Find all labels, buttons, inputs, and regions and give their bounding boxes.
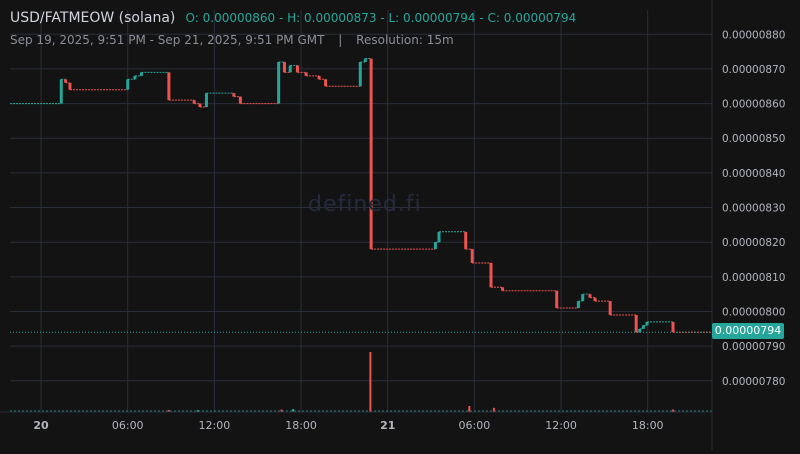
x-tick-label: 06:00 [459, 419, 491, 432]
candle-body [489, 262, 493, 288]
candle-body [634, 314, 638, 333]
candles [10, 58, 712, 333]
candle-body [192, 100, 196, 104]
candle-body [645, 321, 649, 326]
candle-body [588, 294, 592, 298]
x-tick-label: 18:00 [285, 419, 317, 432]
candle-body [576, 301, 580, 309]
candle-body [671, 321, 675, 333]
y-tick-label: 0.00000870 [722, 64, 785, 76]
candle-body [282, 61, 286, 73]
candle-body [288, 65, 292, 73]
y-tick-label: 0.00000840 [722, 168, 785, 180]
candle-body [198, 103, 202, 108]
candle-body [317, 75, 321, 80]
candle-body [581, 294, 585, 302]
candle-body [133, 75, 137, 80]
y-tick-label: 0.00000880 [722, 29, 785, 41]
last-price-tag: 0.00000794 [712, 323, 784, 339]
candle-body [641, 325, 645, 329]
volume-bar [468, 406, 471, 412]
candle-body [555, 290, 559, 309]
candle-body [593, 297, 597, 302]
y-tick-label: 0.00000860 [722, 99, 785, 111]
pair-title: USD/FATMEOW (solana) [10, 10, 176, 26]
separator: | [338, 33, 343, 47]
volume-bar [369, 352, 372, 412]
y-tick-label: 0.00000810 [722, 272, 785, 284]
candle-body [470, 249, 474, 263]
candle-body [238, 96, 242, 104]
candle-body [64, 79, 68, 83]
x-tick-label: 18:00 [632, 419, 664, 432]
y-tick-label: 0.00000820 [722, 237, 785, 249]
y-tick-label: 0.00000780 [722, 376, 785, 388]
x-tick-label: 21 [380, 419, 395, 432]
y-tick-label: 0.00000850 [722, 133, 785, 145]
volume-bar [196, 410, 199, 412]
y-tick-label: 0.00000830 [722, 203, 785, 215]
candle-body [501, 287, 505, 291]
candle-body [324, 79, 328, 87]
y-tick-label: 0.00000790 [722, 341, 785, 353]
candle-body [68, 82, 72, 90]
candle-body [363, 58, 367, 62]
candle-body [638, 328, 642, 333]
candle-body [126, 79, 130, 90]
candle-body [358, 61, 362, 87]
date-range: Sep 19, 2025, 9:51 PM - Sep 21, 2025, 9:… [10, 33, 325, 47]
candle-body [295, 65, 299, 73]
volume-bar [167, 410, 170, 412]
candle-body [139, 72, 143, 76]
resolution-label: Resolution: 15m [356, 33, 454, 47]
candle-body [437, 231, 441, 243]
candle-body [433, 242, 437, 250]
y-tick-label: 0.00000800 [722, 307, 785, 319]
volume-bar [292, 409, 295, 412]
candle-body [59, 79, 63, 104]
x-tick-label: 12:00 [545, 419, 577, 432]
volume-bars [10, 352, 712, 412]
candle-body [232, 93, 236, 97]
candle-body [204, 93, 208, 108]
candle-body [464, 231, 468, 250]
volume-bar [280, 409, 283, 412]
candle-body [304, 72, 308, 76]
watermark: defined.fi [308, 192, 422, 217]
volume-bar [492, 407, 495, 412]
candle-body [167, 72, 171, 101]
chart-header: USD/FATMEOW (solana) O: 0.00000860 - H: … [10, 10, 576, 26]
x-tick-label: 06:00 [112, 419, 144, 432]
x-tick-label: 12:00 [199, 419, 231, 432]
y-axis: 0.00000780 0.00000790 0.00000800 0.00000810… [711, 0, 785, 450]
chart-subheader: Sep 19, 2025, 9:51 PM - Sep 21, 2025, 9:… [10, 33, 454, 47]
candle-body [277, 61, 281, 104]
ohlc-readout: O: 0.00000860 - H: 0.00000873 - L: 0.000… [185, 11, 577, 25]
candle-body [608, 301, 612, 315]
candle-body [369, 58, 373, 250]
x-axis: 20 06:00 12:00 18:00 21 06:00 12:00 18:00 [0, 411, 712, 432]
x-tick-label: 20 [33, 419, 49, 432]
volume-bar [672, 409, 674, 412]
